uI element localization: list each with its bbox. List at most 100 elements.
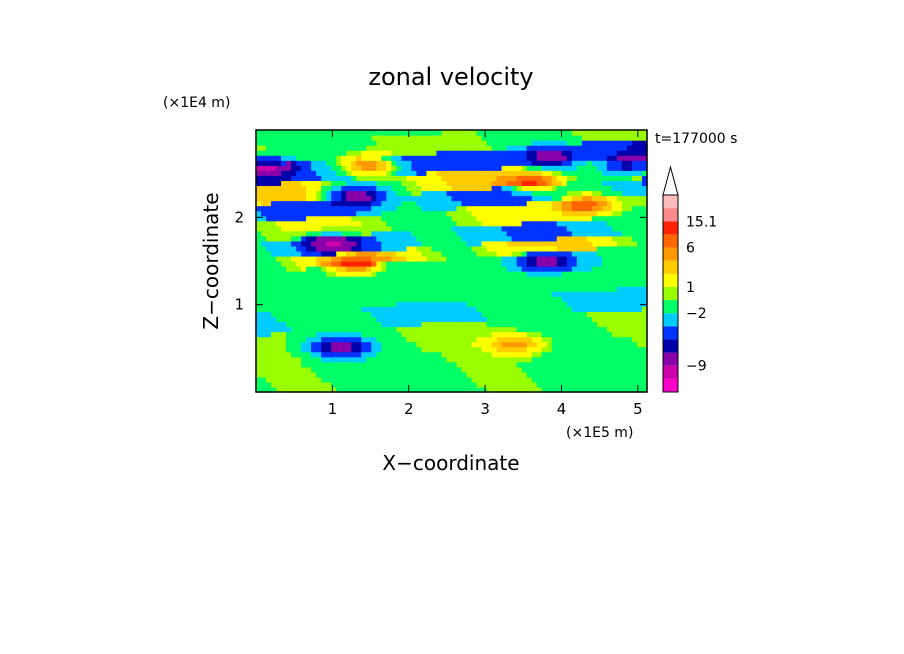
- field-cell: [486, 250, 493, 257]
- field-cell: [371, 361, 377, 368]
- field-cell: [546, 145, 553, 151]
- field-cell: [516, 386, 523, 393]
- field-cell: [526, 170, 533, 176]
- field-cell: [436, 245, 443, 252]
- field-cell: [286, 301, 292, 307]
- field-cell: [576, 210, 583, 217]
- field-cell: [596, 361, 603, 368]
- field-cell: [381, 155, 387, 161]
- field-cell: [416, 306, 423, 312]
- field-cell: [566, 261, 573, 267]
- field-cell: [276, 230, 282, 237]
- field-cell: [471, 150, 478, 156]
- field-cell: [401, 386, 407, 393]
- field-cell: [276, 266, 282, 272]
- field-cell: [531, 210, 538, 217]
- field-cell: [611, 230, 618, 237]
- field-cell: [441, 261, 448, 267]
- field-cell: [291, 135, 297, 141]
- field-cell: [301, 301, 307, 307]
- field-cell: [426, 190, 433, 197]
- field-cell: [431, 346, 438, 353]
- field-cell: [636, 306, 643, 312]
- field-cell: [621, 261, 628, 267]
- field-cell: [521, 245, 528, 252]
- field-cell: [426, 250, 433, 257]
- field-cell: [326, 165, 332, 171]
- field-cell: [631, 210, 638, 217]
- field-cell: [626, 235, 633, 242]
- field-cell: [546, 376, 553, 383]
- field-cell: [271, 281, 277, 287]
- field-cell: [586, 266, 593, 272]
- field-cell: [361, 306, 367, 312]
- field-cell: [621, 271, 628, 277]
- field-cell: [396, 140, 402, 146]
- field-cell: [526, 195, 533, 202]
- field-cell: [331, 341, 337, 348]
- field-cell: [626, 321, 633, 328]
- field-cell: [331, 255, 337, 262]
- field-cell: [551, 145, 558, 151]
- field-cell: [476, 361, 483, 368]
- field-cell: [531, 170, 538, 176]
- field-cell: [456, 276, 463, 282]
- field-cell: [606, 155, 613, 161]
- field-cell: [401, 255, 407, 262]
- field-cell: [601, 255, 608, 262]
- field-cell: [631, 336, 638, 343]
- field-cell: [456, 255, 463, 262]
- field-cell: [376, 351, 382, 358]
- field-cell: [266, 311, 272, 318]
- field-cell: [611, 185, 618, 192]
- field-cell: [516, 351, 523, 358]
- field-cell: [326, 170, 332, 176]
- field-cell: [471, 210, 478, 217]
- field-cell: [346, 316, 352, 323]
- field-cell: [461, 281, 468, 287]
- field-cell: [616, 326, 623, 333]
- field-cell: [321, 145, 327, 151]
- field-cell: [631, 351, 638, 358]
- field-cell: [616, 316, 623, 323]
- field-cell: [266, 371, 272, 378]
- field-cell: [461, 130, 468, 136]
- field-cell: [551, 301, 558, 307]
- field-cell: [556, 205, 563, 212]
- field-cell: [611, 376, 618, 383]
- field-cell: [516, 210, 523, 217]
- field-cell: [576, 170, 583, 176]
- field-cell: [346, 255, 352, 262]
- field-cell: [536, 155, 543, 161]
- field-cell: [306, 371, 312, 378]
- field-cell: [506, 245, 513, 252]
- field-cell: [371, 250, 377, 257]
- field-cell: [506, 160, 513, 166]
- field-cell: [386, 316, 392, 323]
- field-cell: [276, 316, 282, 323]
- field-cell: [501, 351, 508, 358]
- field-cell: [586, 190, 593, 197]
- colorbar-level: [663, 273, 678, 287]
- field-cell: [616, 346, 623, 353]
- field-cell: [321, 301, 327, 307]
- field-cell: [491, 376, 498, 383]
- field-cell: [371, 240, 377, 247]
- field-cell: [596, 145, 603, 151]
- field-cell: [476, 371, 483, 378]
- colorbar: 15.161−2−9: [662, 165, 717, 393]
- field-cell: [456, 250, 463, 257]
- field-cell: [516, 230, 523, 237]
- field-cell: [456, 301, 463, 307]
- field-cell: [556, 135, 563, 141]
- field-cell: [441, 240, 448, 247]
- field-cell: [586, 175, 593, 181]
- field-cell: [356, 165, 362, 171]
- field-cell: [371, 386, 377, 393]
- field-cell: [311, 230, 317, 237]
- field-cell: [636, 301, 643, 307]
- field-cell: [331, 306, 337, 312]
- field-cell: [326, 180, 332, 187]
- field-cell: [636, 190, 643, 197]
- field-cell: [481, 245, 488, 252]
